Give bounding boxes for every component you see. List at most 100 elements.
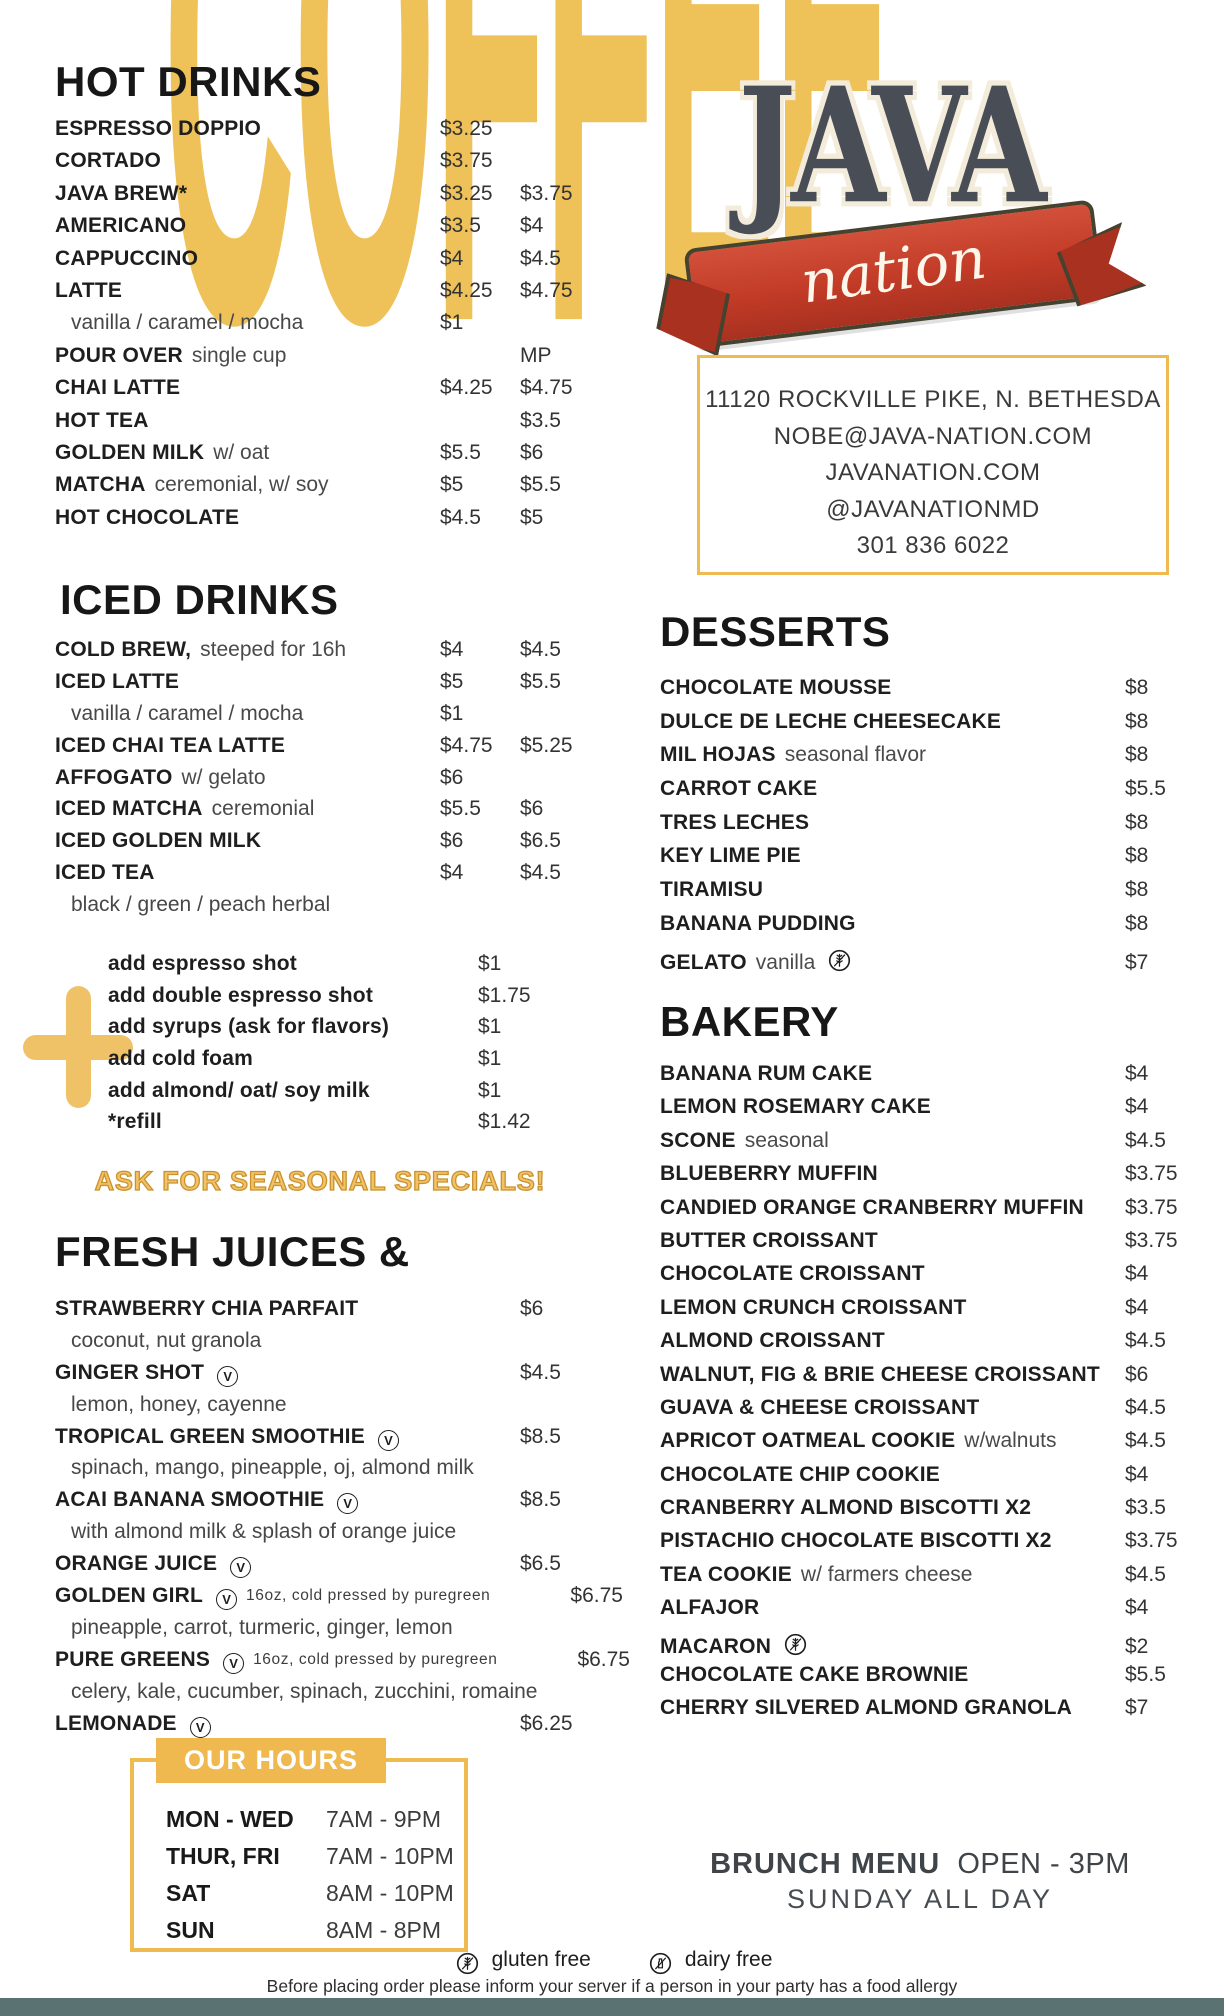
item-price-small: $1 [440,701,464,725]
menu-item-row: ICED GOLDEN MILK $6 $6.5 [55,829,585,861]
item-name: CRANBERRY ALMOND BISCOTTI X2 [660,1496,1032,1520]
item-price: $7 [1125,1696,1149,1720]
menu-item-row: ICED LATTE $5 $5.5 [55,670,585,702]
hours-time: 8AM - 10PM [326,1880,454,1906]
menu-item-subtext: lemon, honey, cayenne [55,1393,585,1425]
item-label: CHOCOLATE CHIP COOKIE [660,1463,1125,1487]
desserts-heading: DESSERTS [660,608,891,655]
item-name: PISTACHIO CHOCOLATE BISCOTTI X2 [660,1529,1052,1553]
hours-row: SUN 8AM - 8PM [166,1917,454,1954]
hours-days: SUN [166,1917,215,1943]
item-price: $3.5 [1125,1496,1166,1520]
item-price-large: $6 [520,1297,544,1320]
item-price: $8 [1125,844,1149,868]
item-label: ALFAJOR [660,1596,1125,1620]
hours-time: 7AM - 9PM [326,1806,442,1832]
item-price-large: $3.75 [520,181,573,205]
item-label: APRICOT OATMEAL COOKIE w/walnuts [660,1429,1125,1453]
item-name: GELATO [660,950,747,974]
menu-item-row: add almond/ oat/ soy milk $1 [108,1079,538,1111]
item-label: ICED TEA [55,861,440,885]
brunch-sunday-note: SUNDAY ALL DAY [786,1884,1054,1914]
contact-address: 11120 ROCKVILLE PIKE, N. BETHESDA [705,386,1161,413]
menu-item-row: MACARON $2 [660,1630,1180,1663]
item-price: $4 [1125,1295,1149,1319]
item-label: add almond/ oat/ soy milk [108,1079,478,1103]
item-name: GUAVA & CHEESE CROISSANT [660,1395,980,1419]
item-name: ESPRESSO DOPPIO [55,117,262,140]
item-price-large: $4.5 [520,638,561,661]
item-label: POUR OVER single cup [55,344,440,368]
menu-item-row: BANANA PUDDING $8 [660,912,1180,946]
item-label: CARROT CAKE [660,777,1125,801]
item-name: CARROT CAKE [660,777,818,801]
item-description: w/ gelato [181,765,266,789]
item-label: LEMONADE V [55,1712,440,1738]
item-name: GINGER SHOT [55,1360,205,1384]
item-name: ORANGE JUICE [55,1552,218,1576]
item-price-large: $6.75 [570,1584,623,1608]
item-label: lemon, honey, cayenne [55,1393,440,1417]
item-name: PURE GREENS [55,1647,211,1671]
item-label: add cold foam [108,1047,478,1071]
item-description: celery, kale, cucumber, spinach, zucchin… [71,1679,538,1703]
item-price: $8 [1125,676,1149,699]
item-label: ICED CHAI TEA LATTE [55,734,440,758]
item-label: CHOCOLATE MOUSSE [660,676,1125,700]
item-name: add syrups (ask for flavors) [108,1015,390,1039]
item-price-small: $6 [440,829,464,853]
item-description: coconut, nut granola [71,1328,262,1352]
menu-item-row: WALNUT, FIG & BRIE CHEESE CROISSANT $6 [660,1363,1180,1396]
item-label: GELATO vanilla [660,946,1125,975]
menu-item-row: CHOCOLATE CAKE BROWNIE $5.5 [660,1663,1180,1696]
vegan-icon: V [217,1365,239,1387]
item-price: $1 [478,1047,502,1071]
item-description: vanilla / caramel / mocha [71,701,304,725]
item-price: $1 [478,952,502,975]
item-price-large: $6.5 [520,829,561,853]
menu-item-row: ALMOND CROISSANT $4.5 [660,1329,1180,1362]
item-label: LEMON CRUNCH CROISSANT [660,1296,1125,1320]
item-price: $4 [1125,1262,1149,1286]
menu-item-row: GUAVA & CHEESE CROISSANT $4.5 [660,1396,1180,1429]
item-price-small: $4.75 [440,733,493,757]
item-price: $3.75 [1125,1529,1178,1553]
hours-box: OUR HOURS MON - WED 7AM - 9PM THUR, FRI 7AM… [130,1738,468,1954]
menu-item-subtext: pineapple, carrot, turmeric, ginger, lem… [55,1616,585,1648]
menu-item-subtext: spinach, mango, pineapple, oj, almond mi… [55,1456,585,1488]
menu-item-row: HOT TEA $3.5 [55,409,585,441]
item-price-large: $8.5 [520,1424,561,1448]
item-label: ICED LATTE [55,670,440,694]
item-label: TROPICAL GREEN SMOOTHIE V [55,1425,440,1451]
item-label: pineapple, carrot, turmeric, ginger, lem… [55,1616,453,1640]
item-price: $2 [1125,1634,1149,1658]
item-label: ALMOND CROISSANT [660,1329,1125,1353]
plus-icon [23,986,133,1108]
item-label: ESPRESSO DOPPIO [55,117,440,141]
item-label: LEMON ROSEMARY CAKE [660,1095,1125,1119]
menu-item-row: POUR OVER single cup MP [55,344,585,376]
item-label: JAVA BREW* [55,182,440,206]
vegan-icon: V [216,1589,238,1611]
menu-item-row: ESPRESSO DOPPIO $3.25 [55,117,585,149]
menu-item-row: ICED CHAI TEA LATTE $4.75 $5.25 [55,734,585,766]
item-label: BUTTER CROISSANT [660,1229,1125,1253]
menu-item-row: ICED MATCHA ceremonial $5.5 $6 [55,797,585,829]
item-price-small: $1 [440,311,464,335]
item-note: 16oz, cold pressed by puregreen [253,1650,498,1668]
item-price: $8 [1125,709,1149,733]
item-price: $8 [1125,743,1149,767]
hours-row: MON - WED 7AM - 9PM [166,1806,454,1843]
fresh-juices-heading: FRESH JUICES & [55,1228,410,1275]
gluten-free-label: gluten free [491,1948,591,1971]
menu-item-row: STRAWBERRY CHIA PARFAIT $6 [55,1297,585,1329]
item-label: CORTADO [55,149,440,173]
contact-social-handle: @JAVANATIONMD [826,495,1040,523]
item-description: single cup [191,343,287,367]
item-name: HOT CHOCOLATE [55,505,240,529]
menu-item-row: CAPPUCCINO $4 $4.5 [55,247,585,279]
item-name: ICED MATCHA [55,797,203,821]
contact-website: JAVANATION.COM [825,459,1041,486]
item-price: $6 [1125,1362,1149,1386]
item-name: BANANA PUDDING [660,911,856,935]
